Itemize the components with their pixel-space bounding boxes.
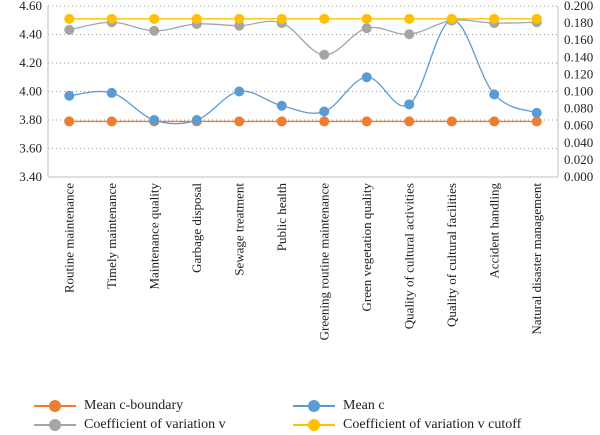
data-point-mean-c bbox=[191, 115, 202, 125]
data-point-coefficient-of-variation-v bbox=[149, 25, 160, 36]
data-point-coefficient-of-variation-v-cutoff bbox=[191, 13, 202, 24]
y-right-tick-label: 0.120 bbox=[564, 66, 593, 81]
y-right-tick-label: 0.140 bbox=[564, 49, 593, 64]
data-point-mean-c-boundary bbox=[276, 116, 287, 127]
data-point-mean-c bbox=[531, 107, 542, 118]
x-category-label: Natural disaster management bbox=[529, 183, 544, 335]
data-point-coefficient-of-variation-v bbox=[361, 23, 372, 34]
data-point-coefficient-of-variation-v-cutoff bbox=[64, 13, 75, 24]
data-point-coefficient-of-variation-v-cutoff bbox=[361, 13, 372, 24]
y-left-tick-label: 3.40 bbox=[19, 169, 42, 184]
legend-swatch-mean-c bbox=[293, 400, 335, 412]
data-point-mean-c bbox=[149, 115, 160, 125]
y-left-tick-label: 3.80 bbox=[19, 112, 42, 127]
data-point-mean-c-boundary bbox=[319, 116, 330, 127]
data-point-coefficient-of-variation-v-cutoff bbox=[106, 13, 117, 24]
data-point-mean-c-boundary bbox=[446, 116, 457, 127]
x-category-label: Sewage treatment bbox=[231, 183, 246, 276]
data-point-mean-c-boundary bbox=[64, 116, 75, 127]
data-point-mean-c bbox=[361, 72, 372, 83]
data-point-mean-c-boundary bbox=[234, 116, 245, 127]
legend-swatch-mean-c-boundary bbox=[34, 400, 76, 412]
y-left-tick-label: 3.60 bbox=[19, 141, 42, 156]
legend-item-mean-c: Mean c bbox=[293, 396, 385, 416]
y-right-tick-label: 0.000 bbox=[564, 169, 593, 184]
data-point-coefficient-of-variation-v-cutoff bbox=[319, 13, 330, 24]
x-category-label: Garbage disposal bbox=[189, 183, 204, 273]
data-point-coefficient-of-variation-v-cutoff bbox=[489, 13, 500, 24]
data-point-mean-c-boundary bbox=[531, 116, 542, 127]
legend-swatch-coefficient-of-variation bbox=[34, 419, 76, 431]
data-point-coefficient-of-variation-v-cutoff bbox=[276, 13, 287, 24]
x-category-label: Green vegetation quality bbox=[359, 183, 374, 312]
data-point-mean-c bbox=[234, 86, 245, 97]
legend-marker bbox=[308, 419, 320, 431]
legend-item-mean-c-boundary: Mean c-boundary bbox=[34, 396, 183, 416]
x-category-label: Accident handling bbox=[486, 183, 501, 279]
data-point-mean-c-boundary bbox=[106, 116, 117, 127]
data-point-mean-c bbox=[404, 99, 415, 110]
legend-swatch-coefficient-cutoff bbox=[293, 419, 335, 431]
legend-marker bbox=[49, 419, 61, 431]
y-right-tick-label: 0.180 bbox=[564, 15, 593, 30]
data-point-coefficient-of-variation-v bbox=[319, 49, 330, 60]
y-right-tick-label: 0.100 bbox=[564, 84, 593, 99]
data-point-mean-c bbox=[319, 106, 330, 117]
data-point-mean-c-boundary bbox=[404, 116, 415, 127]
data-point-coefficient-of-variation-v-cutoff bbox=[404, 13, 415, 24]
data-point-coefficient-of-variation-v bbox=[404, 29, 415, 40]
data-point-mean-c bbox=[276, 100, 287, 111]
data-point-coefficient-of-variation-v-cutoff bbox=[234, 13, 245, 24]
data-point-coefficient-of-variation-v-cutoff bbox=[446, 13, 457, 24]
y-right-tick-label: 0.040 bbox=[564, 135, 593, 150]
x-category-label: Timely maintenance bbox=[104, 183, 119, 289]
data-point-coefficient-of-variation-v-cutoff bbox=[531, 13, 542, 24]
data-point-coefficient-of-variation-v bbox=[234, 20, 245, 31]
x-category-label: Routine maintenance bbox=[61, 183, 76, 293]
y-right-tick-label: 0.060 bbox=[564, 118, 593, 133]
y-right-tick-label: 0.200 bbox=[564, 0, 593, 13]
data-point-mean-c-boundary bbox=[361, 116, 372, 127]
data-point-mean-c bbox=[64, 90, 75, 101]
legend-label: Coefficient of variation v cutoff bbox=[343, 417, 522, 432]
y-left-tick-label: 4.40 bbox=[19, 27, 42, 42]
chart-legend: Mean c-boundary Mean c Coefficient of va… bbox=[0, 388, 600, 435]
x-category-label: Quality of cultural activities bbox=[401, 183, 416, 329]
x-category-label: Quality of cultural facilities bbox=[444, 183, 459, 327]
legend-label: Coefficient of variation v bbox=[84, 417, 226, 432]
data-point-mean-c-boundary bbox=[489, 116, 500, 127]
legend-label: Mean c-boundary bbox=[84, 398, 184, 413]
y-right-tick-label: 0.160 bbox=[564, 32, 593, 47]
y-left-tick-label: 4.00 bbox=[19, 84, 42, 99]
data-point-mean-c bbox=[106, 87, 117, 98]
data-point-mean-c bbox=[489, 89, 500, 100]
legend-item-coefficient-of-variation: Coefficient of variation v bbox=[34, 415, 226, 435]
y-left-tick-label: 4.20 bbox=[19, 55, 42, 70]
x-category-label: Greening routine maintenance bbox=[316, 183, 331, 341]
series-line-mean-c bbox=[69, 19, 538, 125]
x-category-label: Maintenance quality bbox=[146, 183, 161, 290]
legend-marker bbox=[49, 400, 61, 412]
legend-label: Mean c bbox=[343, 398, 385, 413]
combo-line-chart: 3.40 3.60 3.80 4.00 4.20 4.40 4.60 0.000 0.020 0.… bbox=[19, 0, 593, 341]
y-left-tick-label: 4.60 bbox=[19, 0, 42, 13]
legend-marker bbox=[308, 400, 320, 412]
data-point-coefficient-of-variation-v bbox=[64, 24, 75, 35]
y-right-tick-label: 0.080 bbox=[564, 101, 593, 116]
legend-item-coefficient-cutoff: Coefficient of variation v cutoff bbox=[293, 415, 521, 435]
data-point-coefficient-of-variation-v-cutoff bbox=[149, 13, 160, 24]
x-category-label: Public health bbox=[274, 183, 289, 252]
y-right-tick-label: 0.020 bbox=[564, 152, 593, 167]
